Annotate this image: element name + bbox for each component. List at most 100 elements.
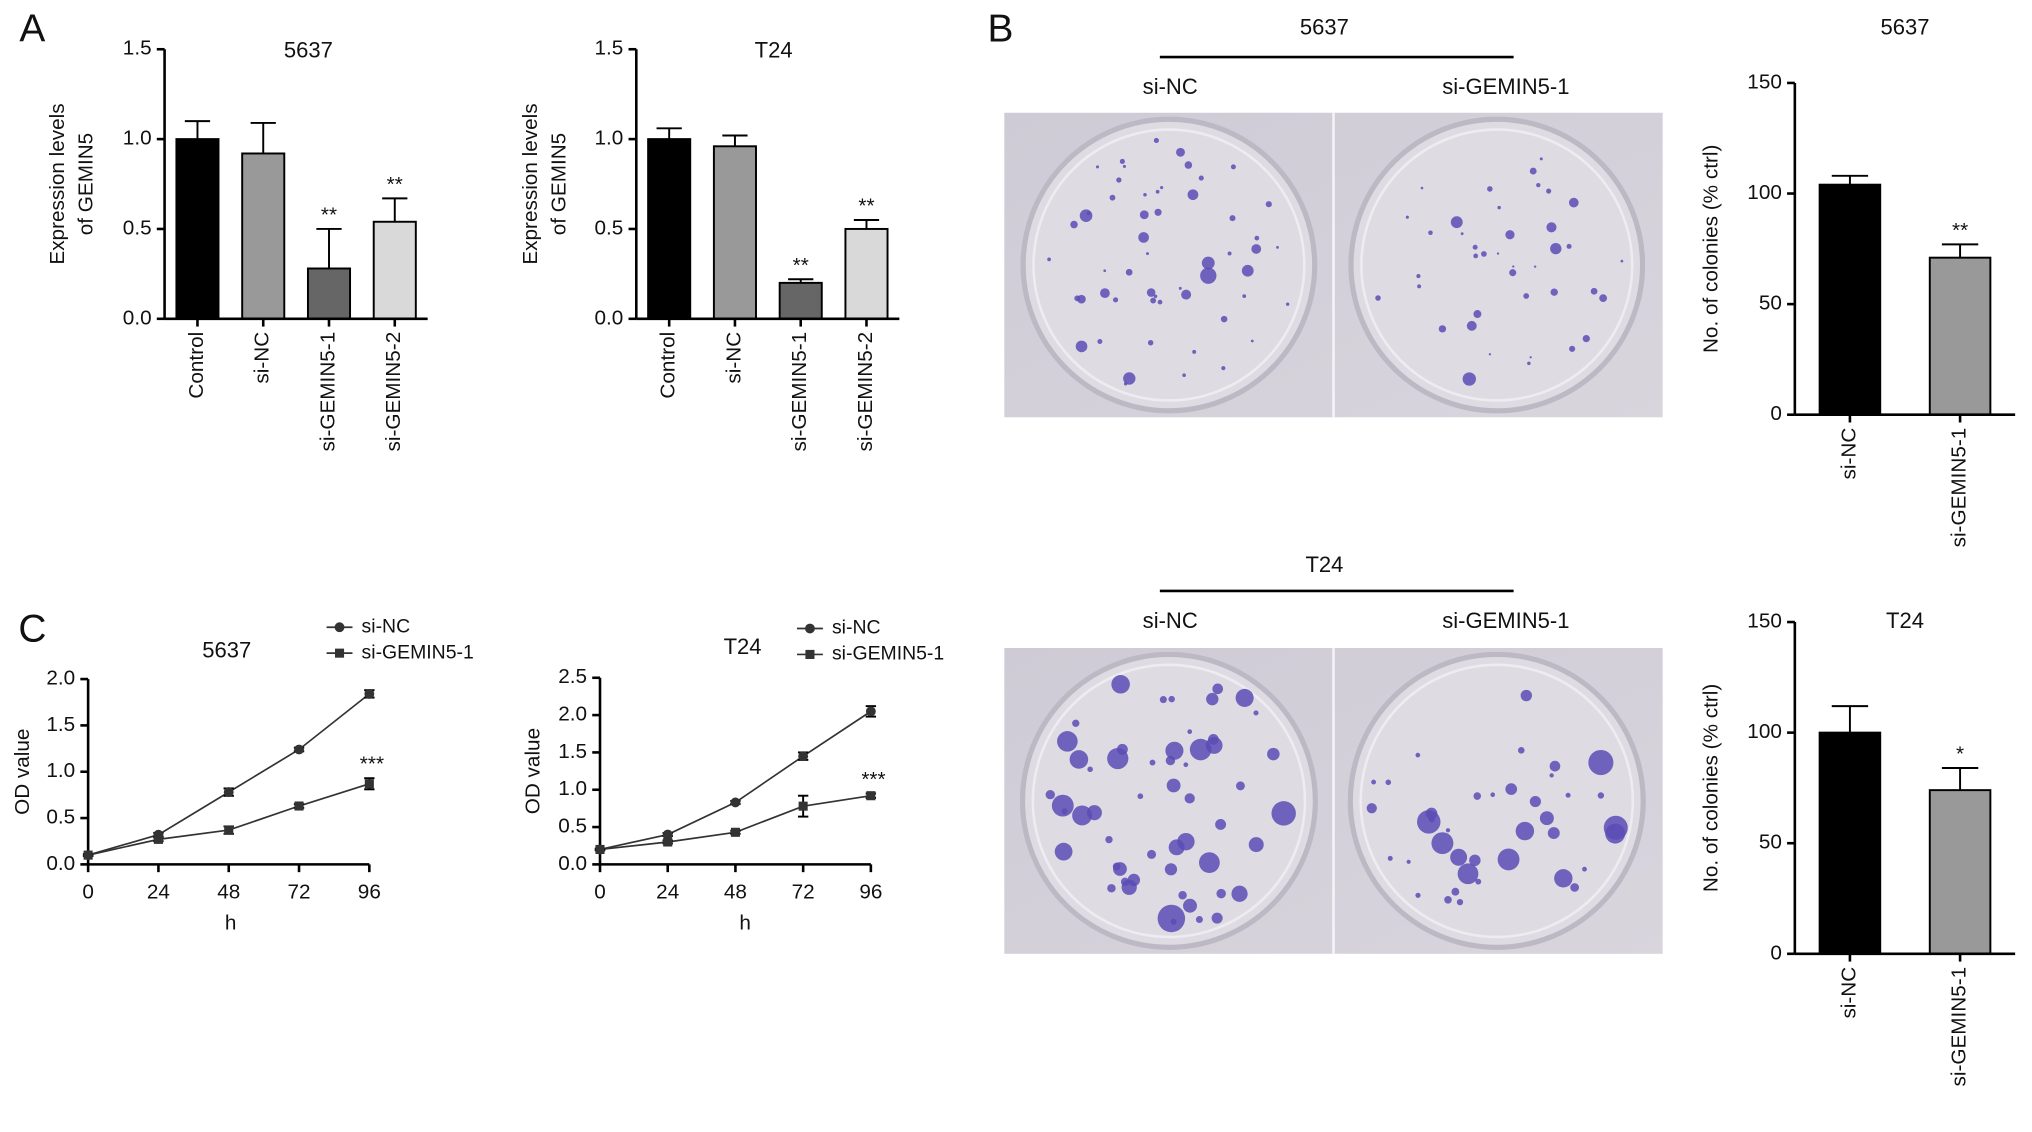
colony xyxy=(1201,256,1215,270)
colony xyxy=(1488,353,1492,356)
colony xyxy=(1112,297,1119,303)
x-tick-label: 72 xyxy=(288,880,311,903)
colony xyxy=(1177,832,1195,851)
colony xyxy=(1265,201,1272,208)
y-tick-label: 100 xyxy=(1747,720,1782,743)
colony xyxy=(1497,205,1501,210)
colony xyxy=(1119,158,1125,164)
colony xyxy=(1529,356,1532,359)
marker xyxy=(364,779,374,789)
colony xyxy=(1100,288,1110,298)
bar xyxy=(306,267,352,320)
marker xyxy=(730,797,741,808)
colony xyxy=(1235,688,1254,707)
significance: ** xyxy=(321,203,337,226)
colony xyxy=(1472,244,1478,250)
colony xyxy=(1230,164,1236,170)
bar xyxy=(844,227,889,320)
chart-title: T24 xyxy=(1886,608,1924,633)
colony xyxy=(1582,866,1587,872)
colony xyxy=(1444,896,1452,904)
x-tick-label: 0 xyxy=(594,880,606,903)
colony xyxy=(1416,274,1421,279)
colony xyxy=(1077,294,1086,304)
panel-label: A xyxy=(19,7,45,50)
bar xyxy=(241,152,286,320)
marker xyxy=(83,850,93,860)
marker xyxy=(662,829,673,840)
colony xyxy=(1565,792,1571,798)
colony xyxy=(1405,215,1409,219)
dish-rim xyxy=(1359,663,1635,939)
y-tick-label: 1.5 xyxy=(46,713,75,736)
y-tick-label: 2.0 xyxy=(558,703,587,726)
colony xyxy=(1566,243,1572,249)
colony xyxy=(1137,793,1144,800)
bar xyxy=(1818,731,1882,955)
colony xyxy=(1546,188,1552,194)
colony xyxy=(1286,302,1290,306)
colony xyxy=(1109,194,1116,201)
x-tick-label: si-NC xyxy=(1837,967,1860,1019)
bar xyxy=(647,138,692,320)
colony xyxy=(1254,235,1260,241)
colony xyxy=(1456,898,1464,906)
chart-title: 5637 xyxy=(284,38,333,63)
x-tick-label: Control xyxy=(185,332,208,399)
colony xyxy=(1216,888,1226,899)
colony xyxy=(1122,164,1126,168)
colony xyxy=(1450,216,1463,229)
colony xyxy=(1251,244,1262,254)
dish-rim xyxy=(1360,128,1634,402)
colony xyxy=(1417,284,1422,289)
colony xyxy=(1590,287,1598,295)
colony xyxy=(1183,762,1189,768)
y-axis-label: of GEMIN5 xyxy=(74,133,97,235)
colony xyxy=(1121,879,1137,895)
x-tick-label: 24 xyxy=(656,880,679,903)
colony xyxy=(1523,293,1530,299)
colony xyxy=(1164,863,1178,876)
marker xyxy=(223,787,234,798)
colony xyxy=(1253,710,1259,716)
panel-label: B xyxy=(987,7,1013,50)
y-tick-label: 0.5 xyxy=(46,806,75,829)
y-tick-label: 0.0 xyxy=(558,852,587,875)
y-tick-label: 0 xyxy=(1770,402,1782,425)
colony xyxy=(1550,243,1562,255)
colony xyxy=(1473,310,1482,319)
marker xyxy=(224,825,234,835)
colony xyxy=(1550,288,1558,296)
x-tick-label: si-GEMIN5-2 xyxy=(382,332,405,452)
colony xyxy=(1460,232,1464,236)
colony xyxy=(1112,862,1121,871)
x-tick-label: si-GEMIN5-1 xyxy=(316,332,339,452)
marker xyxy=(865,706,876,717)
colony xyxy=(1549,773,1554,778)
colony xyxy=(1184,793,1195,804)
colony xyxy=(1147,849,1157,859)
colony xyxy=(1111,675,1130,694)
y-tick-label: 0.0 xyxy=(46,852,75,875)
colony xyxy=(1512,265,1515,268)
colony xyxy=(1445,828,1451,833)
colony xyxy=(1420,186,1424,190)
dish xyxy=(1020,116,1318,414)
colony xyxy=(1450,848,1468,866)
colony xyxy=(1549,760,1561,772)
colony xyxy=(1527,361,1531,366)
colony xyxy=(1184,161,1193,169)
colony xyxy=(1165,755,1176,766)
colony xyxy=(1505,783,1518,795)
colony xyxy=(1509,269,1517,277)
bar xyxy=(1928,789,1992,955)
x-tick-label: 24 xyxy=(147,880,170,903)
colony xyxy=(1159,696,1167,704)
panel-label: C xyxy=(18,607,46,650)
y-tick-label: 1.5 xyxy=(123,37,152,60)
colony xyxy=(1451,887,1460,896)
colony xyxy=(1123,382,1128,386)
legend-label: si-GEMIN5-1 xyxy=(362,641,474,663)
colony xyxy=(1153,294,1158,299)
